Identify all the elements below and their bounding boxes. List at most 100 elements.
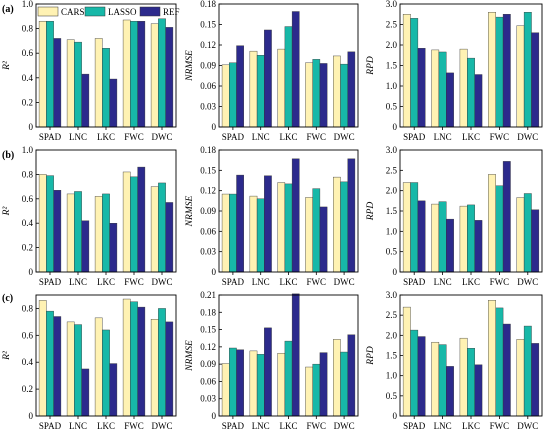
y-tick-label: 2.0 xyxy=(386,186,398,196)
bar-ref-lnc xyxy=(264,327,272,417)
bar-ref-lkc xyxy=(109,78,118,128)
y-tick-label: 0.18 xyxy=(200,307,216,317)
bar-cars-spad xyxy=(38,174,47,273)
y-tick-label: 0.8 xyxy=(22,303,34,313)
bar-cars-dwc xyxy=(333,339,341,417)
row-label-c: (c) xyxy=(2,293,13,304)
bar-lasso-lkc xyxy=(102,48,110,128)
bar-cars-spad xyxy=(38,300,47,417)
bar-lasso-fwc xyxy=(312,188,321,273)
legend-label-ref: REF xyxy=(163,7,180,17)
x-tick-label: LNC xyxy=(69,421,87,429)
y-tick-label: 1.0 xyxy=(22,145,34,155)
bar-ref-lnc xyxy=(81,73,90,128)
bar-ref-lkc xyxy=(474,364,483,417)
bar-lasso-dwc xyxy=(158,308,166,417)
bar-cars-fwc xyxy=(122,298,131,417)
y-axis-label: R² xyxy=(2,351,12,361)
bar-ref-spad xyxy=(417,48,426,128)
bar-lasso-fwc xyxy=(130,21,138,128)
bar-lasso-dwc xyxy=(523,193,532,273)
bar-ref-fwc xyxy=(319,206,328,273)
bar-ref-lkc xyxy=(291,158,300,273)
bar-cars-lnc xyxy=(249,195,258,273)
x-tick-label: FWC xyxy=(490,421,510,429)
x-tick-label: SPAD xyxy=(39,421,62,429)
x-tick-label: SPAD xyxy=(403,132,426,142)
y-tick-label: 0.5 xyxy=(386,102,398,112)
bar-cars-dwc xyxy=(150,186,159,273)
bar-lasso-lkc xyxy=(284,26,293,128)
bar-ref-spad xyxy=(236,174,244,273)
bar-lasso-spad xyxy=(410,182,419,273)
bar-ref-lnc xyxy=(446,366,454,417)
plot-frame xyxy=(399,294,543,417)
bar-ref-spad xyxy=(417,200,426,273)
x-tick-label: FWC xyxy=(124,277,144,287)
x-tick-label: LNC xyxy=(252,277,270,287)
bar-lasso-fwc xyxy=(495,185,504,273)
x-tick-label: SPAD xyxy=(222,277,245,287)
bar-cars-lnc xyxy=(66,193,75,273)
bar-cars-dwc xyxy=(150,319,159,417)
y-tick-label: 0.15 xyxy=(200,165,216,175)
bar-lasso-spad xyxy=(410,329,419,417)
y-tick-label: 0.09 xyxy=(200,359,216,369)
bar-cars-fwc xyxy=(488,11,496,128)
bar-lasso-dwc xyxy=(158,182,166,273)
y-tick-label: 0.21 xyxy=(200,290,216,300)
bar-lasso-lkc xyxy=(467,57,475,128)
x-tick-label: LNC xyxy=(434,132,452,142)
bar-cars-dwc xyxy=(516,339,525,417)
y-tick-label: 0.6 xyxy=(22,194,34,204)
x-tick-label: LNC xyxy=(252,132,270,142)
y-tick-label: 0.4 xyxy=(22,73,34,83)
bar-lasso-lkc xyxy=(284,340,293,417)
y-tick-label: 0.2 xyxy=(22,97,33,107)
x-tick-label: DWC xyxy=(517,277,538,287)
bar-cars-lnc xyxy=(249,350,258,417)
bar-ref-fwc xyxy=(137,21,146,128)
x-tick-label: SPAD xyxy=(222,132,245,142)
y-axis-label: NRMSE xyxy=(185,340,195,372)
bar-ref-lnc xyxy=(81,220,90,273)
bar-lasso-fwc xyxy=(495,16,504,128)
x-tick-label: FWC xyxy=(490,277,510,287)
y-tick-label: 0.8 xyxy=(22,24,34,34)
x-tick-label: DWC xyxy=(152,132,173,142)
y-tick-label: 0 xyxy=(29,122,34,132)
x-tick-label: LNC xyxy=(69,277,87,287)
panel-2-3: 0 0.5 1.0 1.5 2.0 2.5 3.0 SPAD LNC LKC FWC DWC RPD xyxy=(366,145,543,287)
bar-lasso-lnc xyxy=(256,198,265,273)
y-axis-label: NRMSE xyxy=(185,50,195,82)
y-axis-label: RPD xyxy=(366,346,376,366)
x-tick-label: FWC xyxy=(490,132,510,142)
y-tick-label: 0.09 xyxy=(200,206,216,216)
legend-swatch-cars xyxy=(37,6,59,17)
bar-cars-fwc xyxy=(305,366,313,417)
y-tick-label: 0.06 xyxy=(200,81,216,91)
y-tick-label: 3.0 xyxy=(386,145,398,155)
bar-ref-dwc xyxy=(165,321,174,417)
plot-frame xyxy=(218,3,359,128)
bar-ref-dwc xyxy=(347,51,356,128)
x-tick-label: LNC xyxy=(434,277,452,287)
bar-cars-dwc xyxy=(150,23,159,128)
row-labels: (a) (b) (c) xyxy=(2,4,14,304)
bar-ref-spad xyxy=(236,349,244,417)
y-tick-label: 0.18 xyxy=(200,145,216,155)
bar-ref-dwc xyxy=(165,27,174,128)
y-tick-label: 1.0 xyxy=(386,371,398,381)
bar-lasso-lnc xyxy=(438,51,447,128)
y-tick-label: 0 xyxy=(393,411,398,421)
x-tick-label: FWC xyxy=(307,132,327,142)
bar-lasso-spad xyxy=(229,193,237,273)
bar-cars-lnc xyxy=(431,49,440,128)
y-tick-label: 0 xyxy=(212,122,217,132)
x-tick-label: DWC xyxy=(517,132,538,142)
panel-3-1: 0 0.2 0.4 0.6 0.8 SPAD LNC LKC FWC DWC R² xyxy=(2,294,177,429)
y-tick-label: 0.18 xyxy=(200,0,216,9)
bar-cars-lkc xyxy=(459,337,468,417)
plot-frame xyxy=(35,294,177,417)
bar-ref-dwc xyxy=(531,209,540,273)
